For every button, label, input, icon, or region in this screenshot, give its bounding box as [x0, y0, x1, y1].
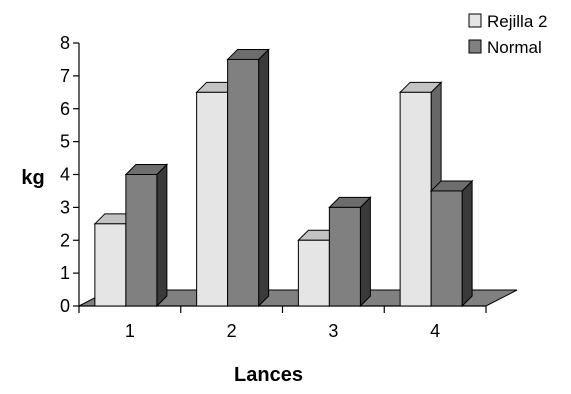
x-tick-label: 1: [125, 321, 135, 341]
y-tick-label: 5: [60, 132, 70, 152]
y-tick-label: 8: [60, 33, 70, 53]
y-tick-label: 3: [60, 197, 70, 217]
x-axis-title: Lances: [234, 364, 303, 386]
y-tick-label: 1: [60, 263, 70, 283]
bar-front: [399, 91, 432, 307]
bar-front: [328, 206, 361, 307]
bar-front: [227, 58, 260, 307]
bar-front: [94, 223, 127, 307]
y-axis-title: kg: [21, 167, 44, 189]
legend-item: Normal: [468, 38, 542, 57]
legend-label: Rejilla 2: [487, 12, 547, 31]
bar-normal-4: [429, 179, 474, 308]
legend-item: Rejilla 2: [468, 12, 547, 31]
bar-front: [430, 190, 463, 307]
bar-side: [156, 163, 168, 308]
y-tick-label: 7: [60, 66, 70, 86]
y-tick-label: 0: [60, 296, 70, 316]
bar-side: [258, 48, 270, 308]
bar-normal-3: [328, 196, 372, 308]
bar-side: [461, 179, 473, 308]
legend-swatch: [468, 13, 482, 28]
bar-side: [359, 196, 371, 308]
y-tick-label: 2: [60, 230, 70, 250]
bar-normal-1: [124, 163, 169, 308]
y-tick-label: 6: [60, 99, 70, 119]
x-tick-label: 3: [328, 321, 338, 341]
legend-swatch: [468, 39, 482, 54]
x-tick-label: 4: [430, 321, 440, 341]
bar-front: [297, 239, 330, 307]
bar-front: [196, 91, 229, 307]
bar-front: [125, 174, 158, 307]
x-tick-label: 2: [227, 321, 237, 341]
bar-normal-2: [226, 48, 270, 308]
y-tick-label: 4: [60, 165, 70, 185]
legend-label: Normal: [487, 38, 542, 57]
